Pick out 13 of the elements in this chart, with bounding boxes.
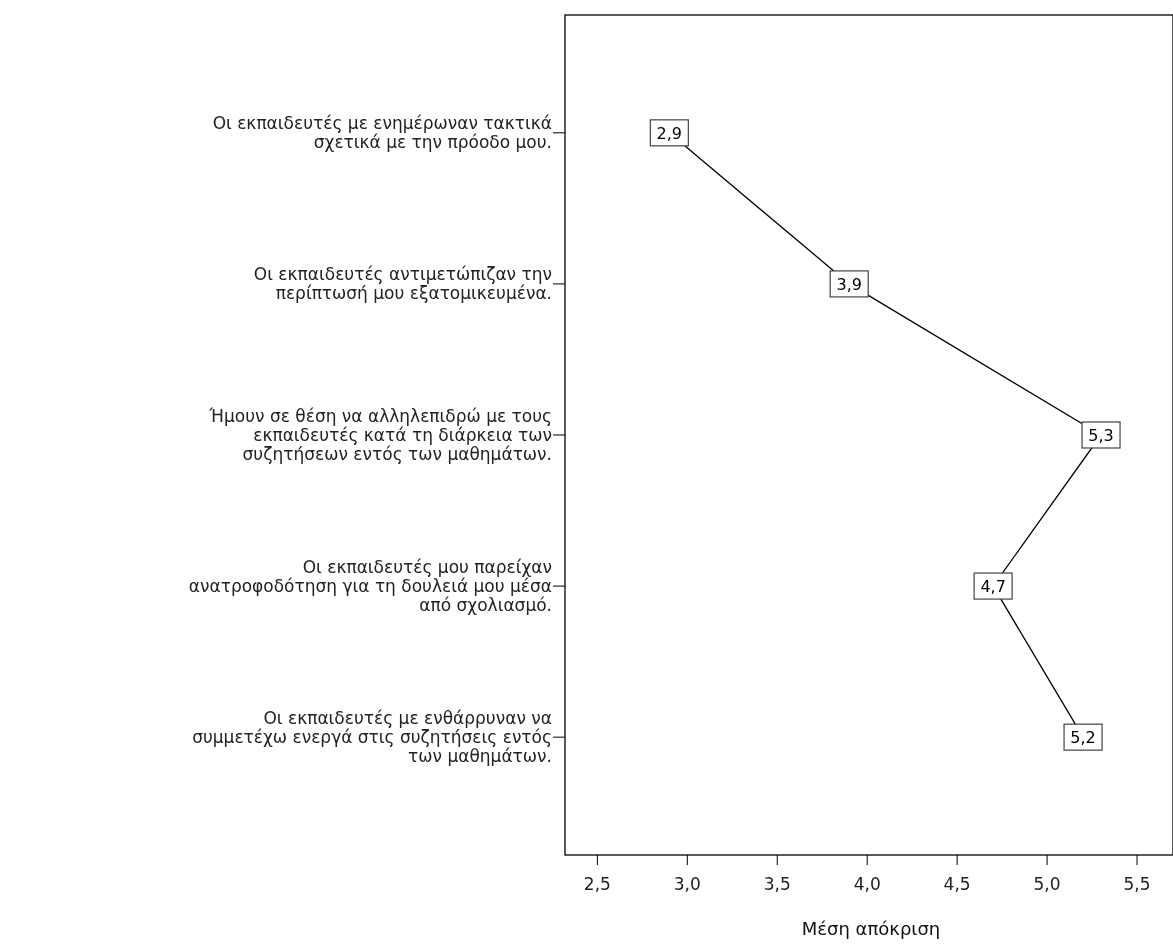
y-tick-label: Οι εκπαιδευτές μου παρείχαν ανατροφοδότηση για τη δουλειά μου μέσα από σχολιασμό. [188, 557, 552, 616]
x-tick-label: 4,0 [853, 874, 881, 894]
x-tick-label: 3,5 [763, 874, 791, 894]
y-tick-label: Οι εκπαιδευτές αντιμετώπιζαν την περίπτωσή μου εξατομικευμένα. [253, 264, 552, 304]
x-axis-title: Μέση απόκριση [801, 918, 941, 939]
y-tick-label: Ήμουν σε θέση να αλληλεπιδρώ με τους εκπαιδευτές κατά τη διάρκεια των συζητήσεων εντός των μαθημάτων. [208, 406, 552, 464]
x-tick-label: 3,0 [673, 874, 701, 894]
x-tick-label: 4,5 [943, 874, 971, 894]
y-tick-label: Οι εκπαιδευτές με ενημέρωναν τακτικά σχετικά με την πρόοδο μου. [212, 113, 552, 153]
y-tick-label: Οι εκπαιδευτές με ενθάρρυναν να συμμετέχω ενεργά στις συζητήσεις εντός των μαθημάτων. [192, 708, 552, 767]
x-tick-label: 2,5 [583, 874, 611, 894]
x-tick-label: 5,0 [1033, 874, 1061, 894]
x-tick-label: 5,5 [1123, 874, 1151, 894]
